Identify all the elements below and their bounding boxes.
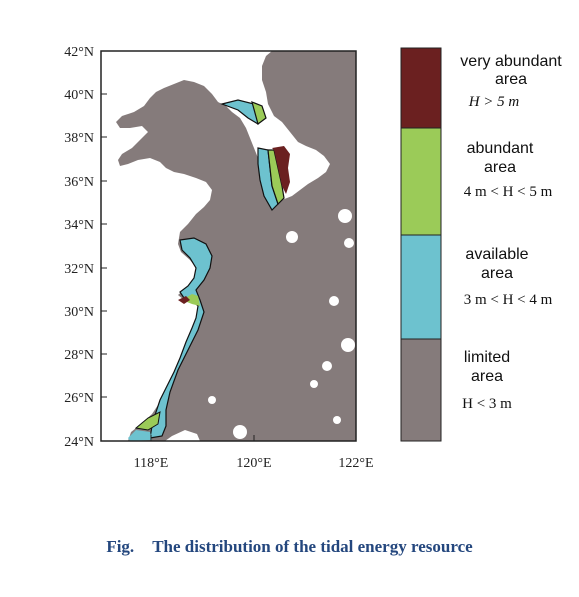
longitude-axis: 118°E 120°E 122°E [134, 435, 374, 471]
hangzhoubay-very-abundant-patch [178, 296, 190, 304]
lat-label: 34°N [64, 218, 94, 233]
lat-label: 32°N [64, 262, 94, 277]
caption-label: Fig. [106, 537, 135, 556]
hangzhoubay-abundant-patch [182, 294, 200, 306]
lat-label: 26°N [64, 391, 94, 406]
legend-title-abundant-1: abundant [467, 140, 534, 157]
legend-swatch-very-abundant [400, 47, 442, 129]
legend-title-abundant-2: area [484, 159, 516, 176]
fujian-abundant-patch [134, 411, 161, 431]
legend-title-very-abundant-1: very abundant [460, 53, 562, 70]
lat-label: 30°N [64, 305, 94, 320]
legend-swatch-available [400, 234, 442, 340]
fujian-available-tail [128, 430, 152, 441]
lat-label: 28°N [64, 348, 94, 363]
legend-title-limited-2: area [471, 368, 503, 385]
legend-swatch-limited [400, 338, 442, 442]
legend-title-very-abundant-2: area [495, 71, 527, 88]
bohai-abundant-strip [251, 100, 267, 126]
yellowsea-very-abundant-patch [272, 146, 290, 194]
lat-label: 38°N [64, 131, 94, 146]
figure-caption: Fig. The distribution of the tidal energy… [0, 537, 579, 557]
lon-label: 120°E [236, 456, 271, 471]
legend-title-limited-1: limited [464, 349, 510, 366]
land-mass [116, 51, 356, 441]
lat-label: 40°N [64, 88, 94, 103]
legend: very abundant area H > 5 m abundant area… [400, 47, 562, 442]
lon-label: 122°E [338, 456, 373, 471]
legend-title-available-1: available [465, 246, 528, 263]
map-frame [100, 50, 357, 442]
lat-label: 24°N [64, 435, 94, 450]
legend-title-available-2: area [481, 265, 513, 282]
legend-condition-limited: H < 3 m [462, 396, 512, 412]
legend-swatch-abundant [400, 127, 442, 236]
latitude-axis: 42°N 40°N 38°N 36°N 34°N 32°N 30°N 28°N … [64, 45, 107, 450]
lon-label: 118°E [134, 456, 169, 471]
lat-label: 36°N [64, 175, 94, 190]
map-figure: 42°N 40°N 38°N 36°N 34°N 32°N 30°N 28°N … [64, 45, 562, 471]
legend-condition-abundant: 4 m < H < 5 m [464, 184, 553, 200]
legend-condition-available: 3 m < H < 4 m [464, 292, 553, 308]
caption-text: The distribution of the tidal energy res… [152, 537, 473, 556]
legend-condition-very-abundant: H > 5 m [468, 94, 520, 110]
lat-label: 42°N [64, 45, 94, 60]
